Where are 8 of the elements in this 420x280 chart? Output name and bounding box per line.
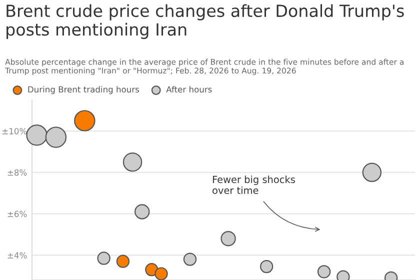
legend-label: During Brent trading hours xyxy=(28,86,140,94)
y-tick-label: ±6% xyxy=(8,210,27,218)
y-tick-label: ±8% xyxy=(8,169,27,176)
legend-label: After hours xyxy=(166,86,212,93)
y-tick-label: ±10% xyxy=(2,128,27,134)
y-tick-label: ±4% xyxy=(8,252,27,258)
annotation: Fewer big shocks over time xyxy=(212,176,295,194)
chart-title: Brent crude price changes after Donald Trump's posts mentioning Iran xyxy=(6,4,404,39)
